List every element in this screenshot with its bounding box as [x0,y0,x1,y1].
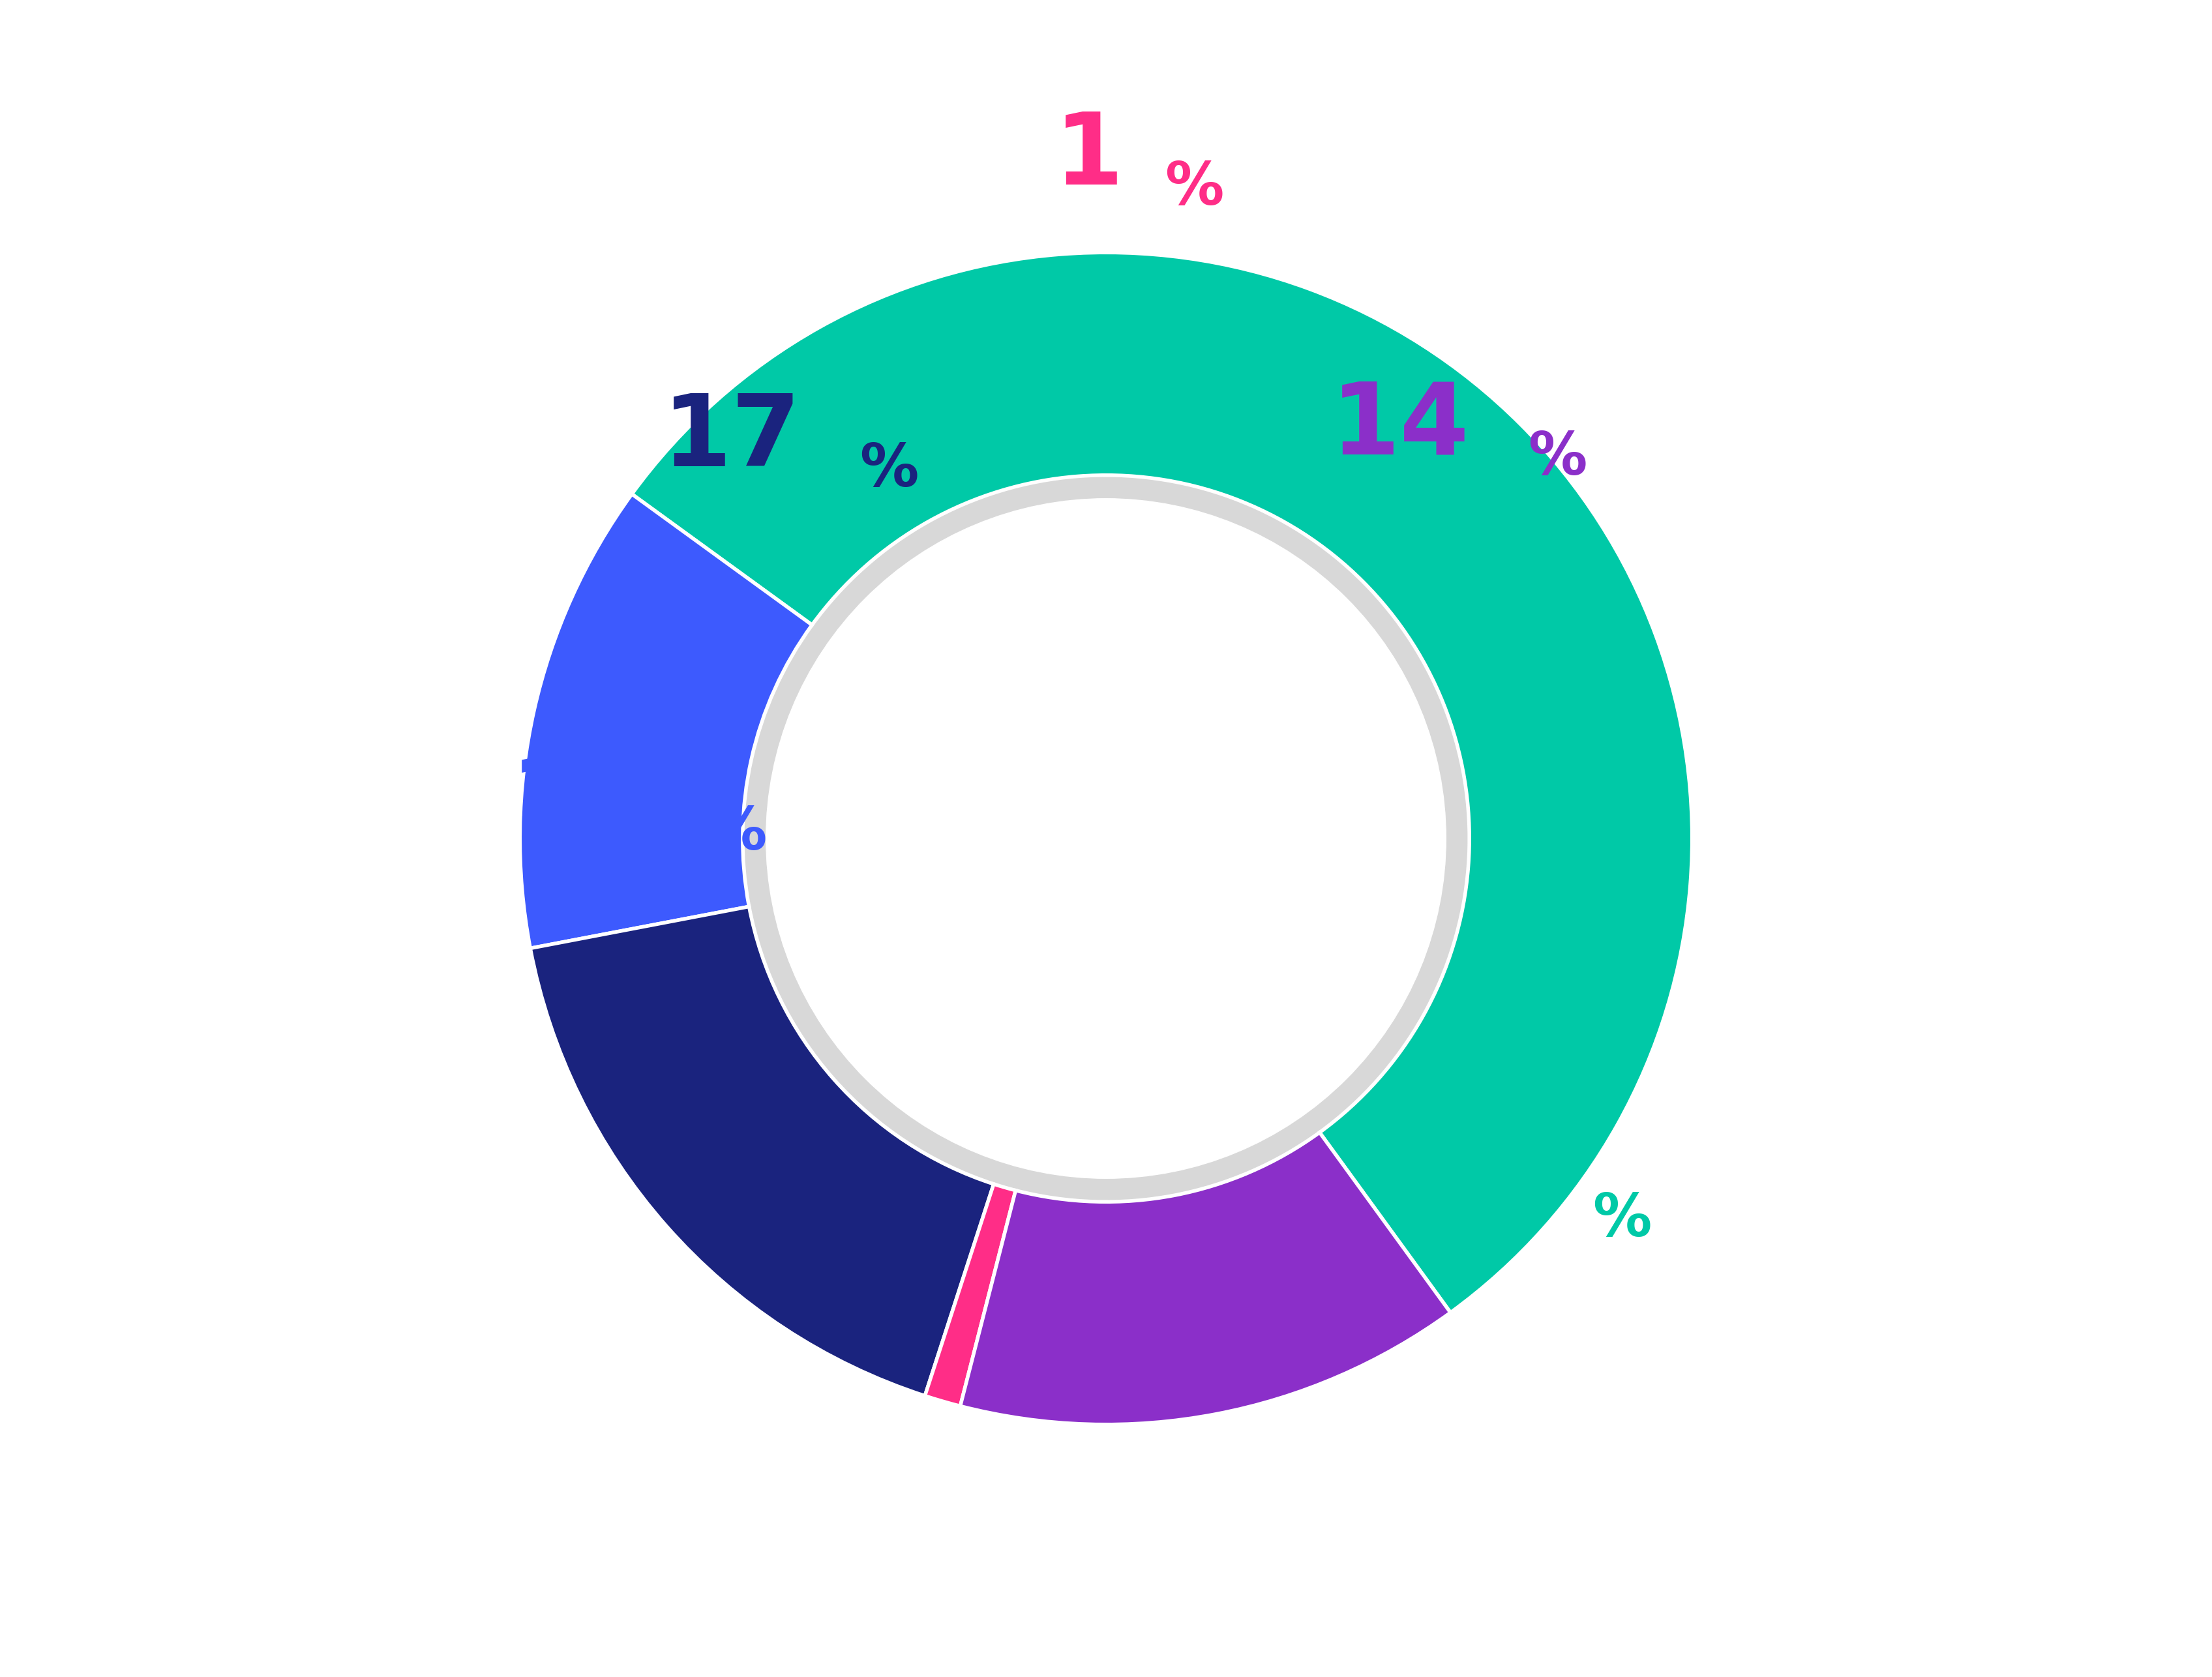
Text: %: % [1593,1191,1652,1249]
Wedge shape [520,253,1692,1424]
Wedge shape [531,907,993,1395]
Circle shape [1048,780,1164,897]
Text: %: % [1528,429,1586,486]
Wedge shape [960,1132,1451,1424]
Wedge shape [520,495,812,948]
Wedge shape [633,253,1692,1313]
Circle shape [765,498,1447,1179]
Text: 17: 17 [664,389,801,486]
Text: %: % [1164,159,1223,218]
Wedge shape [925,1184,1015,1405]
Text: %: % [860,441,918,498]
Text: %: % [708,805,765,862]
Text: 13: 13 [511,753,648,850]
Text: 14: 14 [1332,377,1469,475]
Text: 55: 55 [1396,1140,1533,1238]
Text: 1: 1 [1055,109,1124,206]
